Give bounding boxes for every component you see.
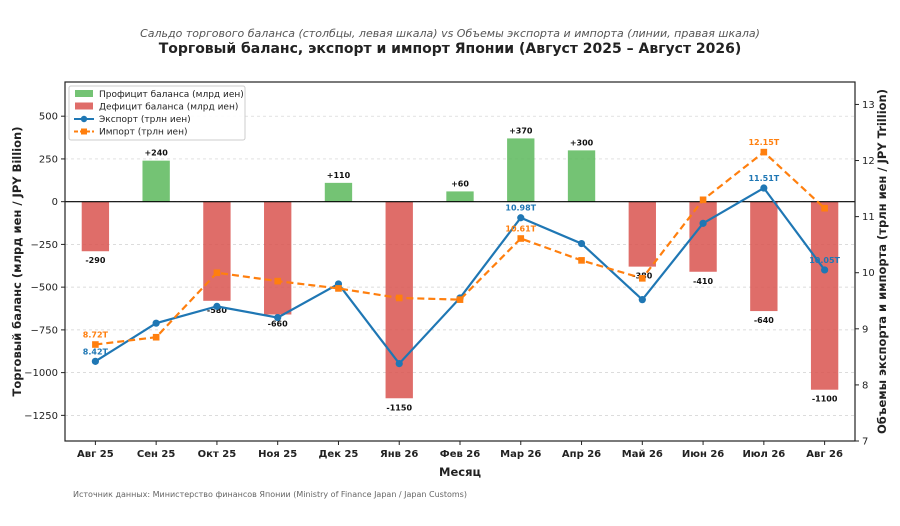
export-point — [395, 359, 403, 368]
chart-title: Торговый баланс, экспорт и импорт Японии… — [158, 41, 742, 57]
export-point — [699, 219, 707, 227]
bar-value-label: -410 — [693, 277, 713, 286]
legend-surplus-label: Профицит баланса (млрд иен) — [99, 90, 244, 100]
legend-deficit-label: Дефицит баланса (млрд иен) — [99, 103, 238, 113]
deficit-bar — [628, 201, 656, 267]
y-tick-label: 0 — [52, 197, 58, 208]
import-point — [456, 296, 464, 303]
export-point — [213, 302, 221, 310]
export-point — [760, 184, 768, 192]
y2-tick-label: 7 — [862, 437, 868, 448]
export-point — [91, 357, 99, 365]
surplus-bar — [507, 138, 535, 202]
deficit-bar — [689, 201, 717, 272]
y-tick-label: −500 — [31, 283, 58, 294]
bar-value-label: +110 — [327, 171, 351, 180]
legend-export-marker — [80, 115, 88, 123]
import-point-label: 10.61T — [505, 225, 536, 234]
legend-deficit-swatch — [75, 102, 93, 110]
export-point — [638, 296, 646, 304]
legend-import-label: Импорт (трлн иен) — [99, 128, 187, 138]
y2-tick-label: 11 — [862, 212, 875, 223]
x-tick-label: Июл 26 — [742, 449, 785, 460]
deficit-bar — [810, 201, 839, 390]
import-point — [517, 235, 525, 242]
y-tick-label: −1000 — [24, 368, 58, 379]
x-tick-label: Июн 26 — [682, 449, 724, 460]
y-tick-label: 500 — [39, 112, 58, 123]
import-point — [335, 285, 342, 292]
import-point — [395, 294, 403, 302]
bar-value-label: +300 — [570, 138, 594, 147]
export-point-label: 10.98T — [505, 204, 536, 213]
import-point-label: 12.15T — [748, 138, 779, 147]
deficit-bar — [81, 201, 110, 252]
x-tick-label: Дек 25 — [319, 449, 359, 460]
deficit-bar — [203, 201, 231, 301]
y2-tick-label: 10 — [862, 268, 875, 279]
source-note: Источник данных: Министерство финансов Я… — [73, 490, 467, 499]
deficit-bar — [750, 201, 778, 312]
import-point — [152, 333, 160, 341]
bar-value-label: -290 — [85, 256, 105, 265]
bar-value-label: -640 — [754, 316, 774, 325]
import-point — [92, 341, 99, 348]
y2-tick-label: 9 — [862, 324, 868, 335]
bar-value-label: -1100 — [812, 395, 838, 404]
x-tick-label: Мар 26 — [500, 449, 541, 460]
legend-box — [68, 85, 246, 141]
import-point — [639, 275, 646, 282]
import-point-label: 8.72T — [83, 331, 109, 340]
y-tick-label: −1250 — [24, 411, 58, 422]
y-axis-label: Торговый баланс (млрд иен / JPY Billion) — [10, 127, 24, 397]
x-tick-label: Ноя 25 — [258, 449, 297, 460]
import-point — [213, 269, 221, 277]
chart-subtitle: Сальдо торгового баланса (столбцы, левая… — [140, 27, 760, 40]
export-point — [152, 319, 160, 327]
bar-value-label: -660 — [268, 319, 288, 328]
import-point — [699, 196, 707, 204]
y2-tick-label: 13 — [862, 100, 875, 111]
bar-value-label: -580 — [207, 306, 227, 315]
surplus-bar — [567, 150, 596, 202]
import-point — [821, 204, 828, 212]
surplus-bar — [324, 182, 353, 202]
export-point — [577, 239, 586, 248]
legend-import-marker — [81, 128, 87, 135]
bar-value-label: +370 — [509, 126, 533, 135]
deficit-bar — [264, 201, 292, 315]
legend-export-label: Экспорт (трлн иен) — [99, 115, 191, 125]
x-tick-label: Авг 26 — [806, 449, 843, 460]
import-point — [578, 257, 585, 264]
x-tick-label: Май 26 — [622, 449, 663, 460]
legend-surplus-swatch — [75, 90, 93, 97]
bar-value-label: -1150 — [386, 403, 412, 412]
x-tick-label: Сен 25 — [137, 449, 175, 460]
y-tick-label: 250 — [39, 154, 58, 165]
y2-tick-label: 8 — [862, 380, 868, 391]
x-tick-label: Фев 26 — [440, 449, 480, 460]
export-point — [274, 313, 282, 322]
export-point-label: 10.05T — [809, 256, 840, 265]
export-point-label: 8.42T — [83, 347, 109, 356]
bar-value-label: +240 — [144, 149, 168, 158]
x-tick-label: Окт 25 — [198, 449, 237, 460]
import-point — [274, 277, 281, 285]
x-axis-label: Месяц — [439, 465, 481, 479]
bar-value-label: +60 — [451, 179, 469, 188]
import-point — [760, 148, 768, 156]
export-point — [821, 266, 829, 274]
export-point-label: 11.51T — [748, 174, 779, 183]
y-tick-label: −750 — [31, 325, 58, 336]
y-tick-label: −250 — [31, 240, 58, 251]
x-tick-label: Янв 26 — [380, 449, 418, 460]
x-tick-label: Апр 26 — [562, 449, 601, 460]
x-tick-label: Авг 25 — [77, 449, 114, 460]
export-point — [517, 214, 525, 222]
surplus-bar — [142, 160, 170, 202]
surplus-bar — [446, 191, 474, 202]
y2-tick-label: 12 — [862, 156, 875, 167]
y2-axis-label: Объемы экспорта и импорта (трлн иен / JP… — [875, 89, 889, 434]
